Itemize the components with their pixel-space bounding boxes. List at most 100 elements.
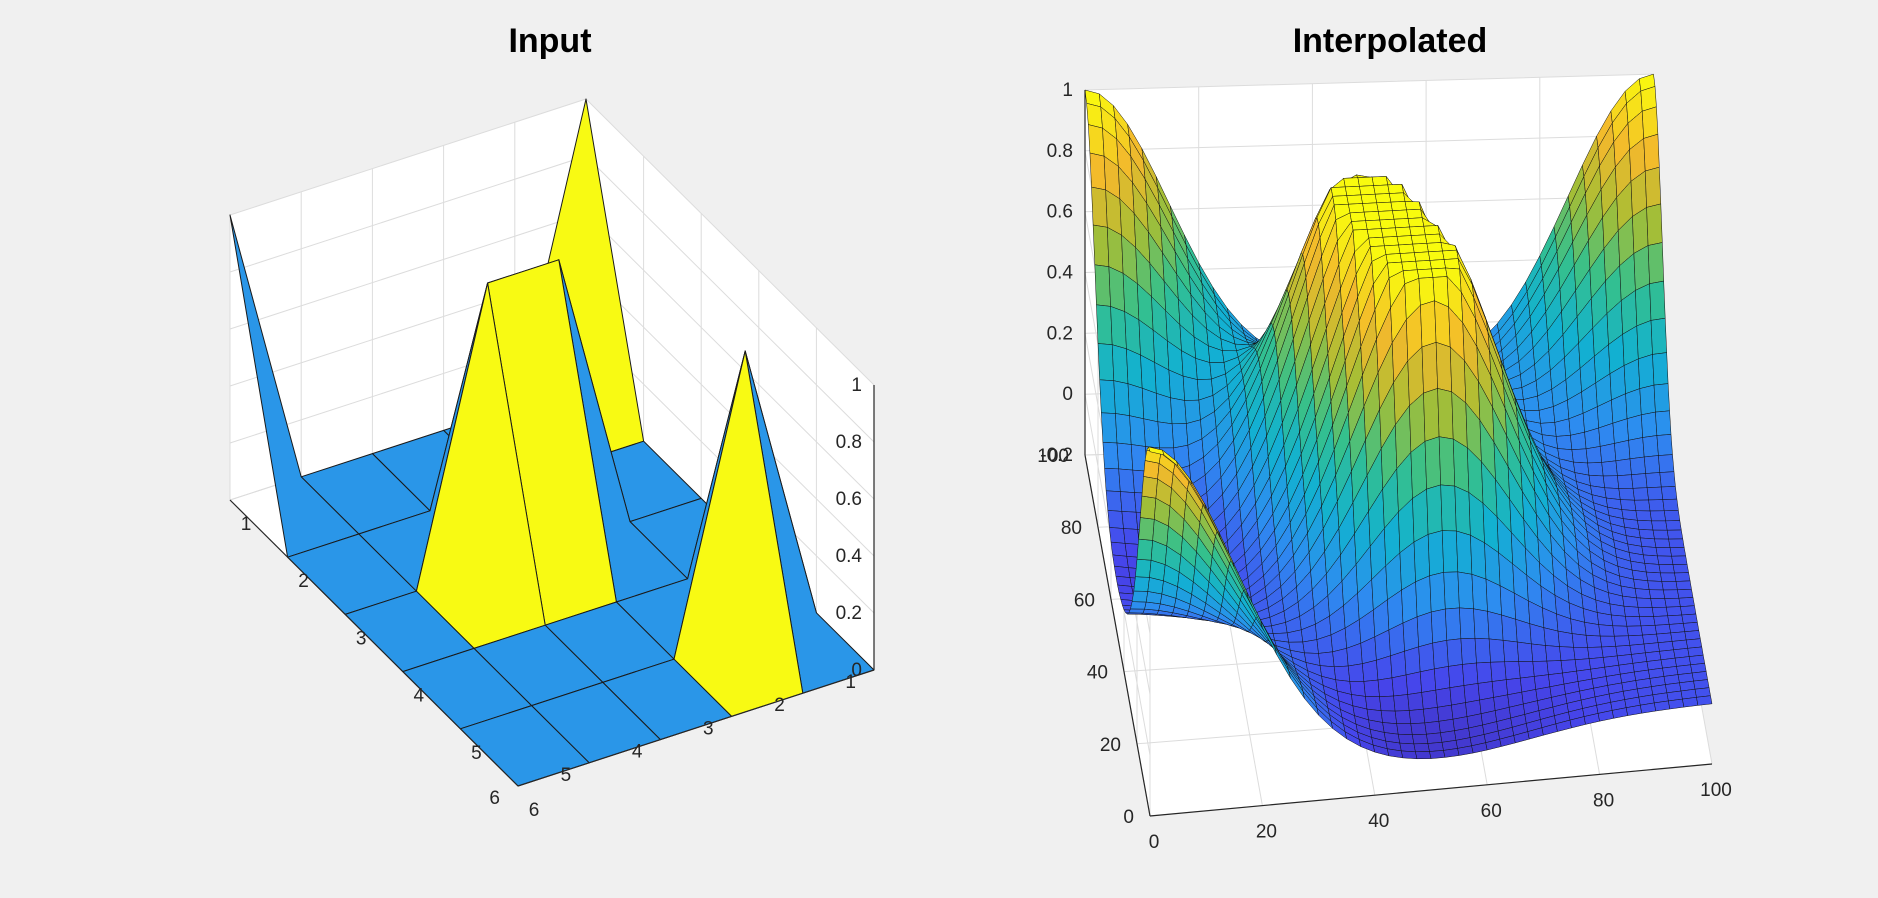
surface-face	[1657, 555, 1674, 565]
surface-face	[1442, 249, 1459, 260]
surface-face	[1127, 383, 1145, 420]
surface-face	[1451, 702, 1468, 720]
surface-face	[1135, 558, 1152, 578]
z-tick-label: 0.2	[836, 603, 862, 624]
surface-face	[1092, 224, 1110, 267]
surface-face	[1332, 195, 1349, 206]
z-tick-label: -0.2	[1040, 445, 1073, 466]
surface-face	[1397, 733, 1415, 745]
surface-face	[1404, 201, 1421, 211]
surface-face	[1488, 638, 1505, 663]
surface-face	[1376, 655, 1393, 681]
surface-face	[1618, 488, 1635, 501]
surface-face	[1615, 645, 1632, 657]
surface-face	[1682, 697, 1699, 708]
surface-face	[1650, 317, 1667, 355]
surface-face	[1421, 342, 1438, 394]
surface-face	[1635, 510, 1652, 522]
surface-face	[1429, 750, 1446, 759]
surface-face	[1463, 683, 1480, 703]
surface-face	[1396, 235, 1413, 246]
surface-face	[1429, 572, 1446, 613]
surface-face	[1359, 185, 1376, 196]
surface-face	[1683, 622, 1700, 632]
surface-face	[1441, 530, 1459, 573]
surface-face	[1111, 344, 1129, 384]
x-tick-label: 5	[471, 743, 482, 764]
surface-face	[1419, 668, 1437, 693]
surface-face	[1653, 383, 1670, 413]
surface-face	[1413, 743, 1430, 753]
surface-face	[1120, 491, 1137, 513]
surface-face	[1398, 243, 1415, 254]
surface-face	[1659, 471, 1676, 488]
surface-face	[1410, 722, 1427, 735]
surface-face	[1343, 177, 1360, 188]
surface-face	[1643, 554, 1660, 565]
surface-face	[1571, 448, 1588, 464]
surface-face	[1429, 259, 1446, 270]
surface-face	[1661, 581, 1678, 591]
surface-face	[1417, 268, 1434, 279]
surface-face	[1318, 651, 1335, 668]
surface-face	[1362, 659, 1379, 682]
x-tick-label: 100	[1700, 780, 1732, 801]
surface-face	[1407, 692, 1424, 711]
surface-face	[1601, 646, 1618, 658]
z-tick-label: 0.4	[1047, 263, 1074, 284]
surface-face	[1114, 565, 1131, 578]
surface-face	[1654, 700, 1671, 712]
z-tick-label: 0.2	[1047, 323, 1073, 344]
surface-face	[1518, 661, 1535, 679]
surface-face	[1639, 616, 1656, 627]
surface-face	[1633, 578, 1650, 590]
surface-face	[1602, 475, 1620, 489]
surface-face	[1366, 228, 1384, 239]
surface-face	[1371, 176, 1389, 186]
surface-face	[1418, 642, 1435, 673]
surface-face	[1428, 250, 1445, 261]
y-tick-label: 100	[1037, 446, 1069, 467]
interpolated-chart-title: Interpolated	[1293, 22, 1488, 60]
surface-face	[1651, 606, 1668, 617]
surface-face	[1646, 203, 1663, 246]
surface-face	[1645, 472, 1662, 488]
surface-face	[1491, 679, 1508, 698]
surface-face	[1560, 659, 1577, 674]
x-tick-label: 6	[529, 800, 540, 821]
surface-face	[1667, 614, 1684, 625]
surface-face	[1434, 666, 1451, 691]
surface-face	[1140, 495, 1157, 520]
surface-face	[1157, 421, 1174, 449]
surface-face	[1410, 234, 1428, 245]
surface-face	[1545, 645, 1562, 662]
surface-face	[1474, 638, 1491, 664]
y-tick-label: 40	[1087, 663, 1108, 684]
surface-face	[1399, 742, 1416, 753]
surface-face	[1680, 605, 1697, 616]
surface-face	[1378, 210, 1395, 221]
surface-face	[1415, 575, 1432, 618]
surface-face	[1650, 598, 1667, 608]
z-tick-label: 0.6	[1047, 202, 1073, 223]
surface-face	[1460, 638, 1477, 665]
surface-face	[1112, 554, 1129, 568]
surface-face	[1430, 608, 1448, 644]
surface-face	[1646, 571, 1663, 582]
surface-face	[1648, 499, 1665, 512]
surface-face	[1413, 534, 1430, 583]
x-tick-label: 0	[1149, 832, 1160, 853]
surface-face	[1666, 606, 1683, 617]
surface-face	[1643, 133, 1660, 172]
surface-face	[1110, 541, 1128, 557]
surface-face	[1476, 661, 1493, 684]
surface-face	[1374, 193, 1392, 204]
surface-face	[1449, 685, 1466, 706]
surface-face	[1668, 538, 1685, 548]
surface-face	[1598, 624, 1615, 637]
surface-face	[1674, 572, 1691, 582]
surface-face	[1407, 217, 1425, 228]
surface-face	[1434, 300, 1451, 348]
surface-face	[1504, 661, 1521, 680]
surface-face	[1384, 244, 1401, 255]
